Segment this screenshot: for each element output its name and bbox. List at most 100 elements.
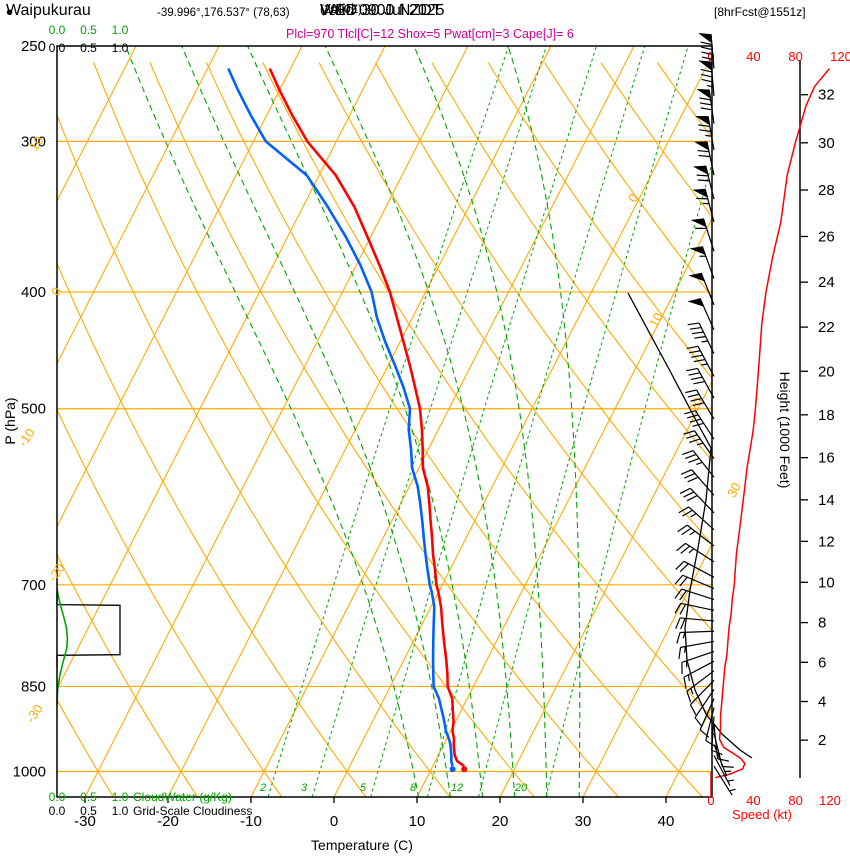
svg-text:250: 250	[21, 38, 46, 55]
svg-text:-10: -10	[15, 425, 38, 449]
cloud-water-curve	[56, 588, 69, 705]
svg-text:2: 2	[259, 782, 266, 794]
temperature-curve	[268, 67, 465, 768]
valid-prefix: Valid 0900 NZDT	[320, 2, 442, 19]
station-coordinates: -39.996°,176.537° (78,63)	[157, 7, 290, 19]
surface-dewpoint-dot	[449, 766, 456, 773]
svg-text:Grid-Scale Cloudiness: Grid-Scale Cloudiness	[133, 804, 252, 818]
svg-text:32: 32	[818, 87, 835, 104]
dry-adiabat-lines	[57, 62, 712, 797]
svg-text:30: 30	[724, 480, 744, 500]
wind-barbs	[674, 32, 736, 796]
svg-text:40: 40	[746, 793, 760, 808]
svg-text:40: 40	[746, 49, 760, 64]
svg-text:20: 20	[514, 782, 528, 794]
svg-text:300: 300	[21, 133, 46, 150]
svg-text:20: 20	[818, 363, 835, 380]
wind-speed-curve	[715, 68, 831, 779]
svg-text:12: 12	[818, 533, 835, 550]
svg-text:0.5: 0.5	[80, 804, 97, 818]
mixing-ratio-lines	[267, 46, 712, 797]
svg-text:400: 400	[21, 284, 46, 301]
svg-text:22: 22	[818, 319, 835, 336]
svg-text:28: 28	[818, 182, 835, 199]
forecast-tag: [8hrFcst@1551z]	[714, 5, 806, 19]
svg-text:18: 18	[818, 407, 835, 424]
svg-text:700: 700	[21, 577, 46, 594]
dry-adiabat-labels: 100-10-20-30	[15, 133, 68, 725]
aux-scale-bottom: 0.0 0.5 1.0 CloudWater (g/Kg) 0.0 0.5 1.0 Grid-…	[49, 790, 253, 818]
svg-text:-30: -30	[74, 813, 96, 830]
valid-zulu: (2000Z)	[320, 2, 363, 16]
svg-text:0: 0	[707, 793, 714, 808]
station-bullet-icon: •	[6, 2, 14, 24]
svg-text:Height (1000 Feet): Height (1000 Feet)	[777, 372, 793, 489]
svg-text:16: 16	[818, 450, 835, 467]
svg-text:40: 40	[658, 813, 675, 830]
surface-temperature-dot	[461, 766, 468, 773]
svg-text:CloudWater (g/Kg): CloudWater (g/Kg)	[133, 790, 232, 804]
svg-text:850: 850	[21, 678, 46, 695]
svg-text:1.0: 1.0	[112, 790, 129, 804]
svg-text:-20: -20	[157, 813, 179, 830]
svg-text:30: 30	[818, 135, 835, 152]
speed-axis: 0 0 40 40 80 80 120 120 Speed (kt)	[707, 49, 850, 822]
svg-text:1.0: 1.0	[112, 41, 129, 55]
aux-scale-top: 0.0 0.5 1.0 0.0 0.5 1.0	[49, 23, 129, 55]
svg-text:10: 10	[646, 310, 666, 330]
svg-text:0.0: 0.0	[49, 790, 66, 804]
svg-text:10: 10	[409, 813, 426, 830]
svg-text:4: 4	[818, 694, 826, 711]
svg-text:12: 12	[451, 782, 463, 794]
svg-text:0.0: 0.0	[49, 804, 66, 818]
isobar-lines	[57, 140, 712, 773]
mixing-ratio-labels: 2 3 5 8 12 20	[259, 782, 528, 794]
svg-text:0.0: 0.0	[49, 23, 66, 37]
svg-text:Temperature (C): Temperature (C)	[311, 837, 413, 853]
svg-text:24: 24	[818, 274, 835, 291]
svg-text:0: 0	[707, 49, 714, 64]
svg-text:10: 10	[818, 574, 835, 591]
svg-text:-30: -30	[23, 701, 46, 725]
svg-text:Speed (kt): Speed (kt)	[732, 807, 792, 822]
svg-text:0.5: 0.5	[80, 23, 97, 37]
svg-text:80: 80	[788, 793, 802, 808]
svg-text:P (hPa): P (hPa)	[2, 397, 18, 444]
svg-text:0.5: 0.5	[80, 41, 97, 55]
svg-text:6: 6	[818, 654, 826, 671]
svg-text:-20: -20	[45, 560, 68, 584]
svg-text:0.5: 0.5	[80, 790, 97, 804]
svg-text:0.0: 0.0	[49, 41, 66, 55]
svg-text:3: 3	[301, 782, 308, 794]
svg-text:2: 2	[818, 732, 826, 749]
plot-frame	[56, 45, 713, 798]
svg-text:80: 80	[788, 49, 802, 64]
hodograph-line	[627, 292, 753, 759]
moist-adiabat-lines	[125, 46, 581, 797]
svg-text:1.0: 1.0	[112, 23, 129, 37]
dewpoint-curve	[227, 67, 454, 767]
svg-text:120: 120	[830, 49, 850, 64]
svg-text:20: 20	[492, 813, 509, 830]
svg-text:1.0: 1.0	[112, 804, 129, 818]
svg-text:-10: -10	[240, 813, 262, 830]
isotherm-lines	[57, 46, 712, 797]
svg-text:8: 8	[410, 782, 417, 794]
svg-text:120: 120	[819, 793, 841, 808]
svg-text:0: 0	[330, 813, 338, 830]
pressure-axis: 250 300 400 500 700 850 1000 P (hPa)	[2, 38, 46, 780]
svg-text:5: 5	[360, 782, 367, 794]
svg-text:8: 8	[818, 615, 826, 632]
svg-text:500: 500	[21, 401, 46, 418]
stability-parameters: Plcl=970 Tlcl[C]=12 Shox=5 Pwat[cm]=3 Ca…	[286, 27, 574, 41]
svg-text:1000: 1000	[13, 763, 46, 780]
temperature-axis: -30 -20 -10 0 10 20 30 40 Temperature (C)	[74, 797, 674, 853]
svg-text:26: 26	[818, 228, 835, 245]
station-name-text: Waipukurau	[6, 2, 91, 19]
svg-text:10: 10	[26, 133, 47, 153]
svg-text:14: 14	[818, 492, 835, 509]
svg-text:30: 30	[575, 813, 592, 830]
